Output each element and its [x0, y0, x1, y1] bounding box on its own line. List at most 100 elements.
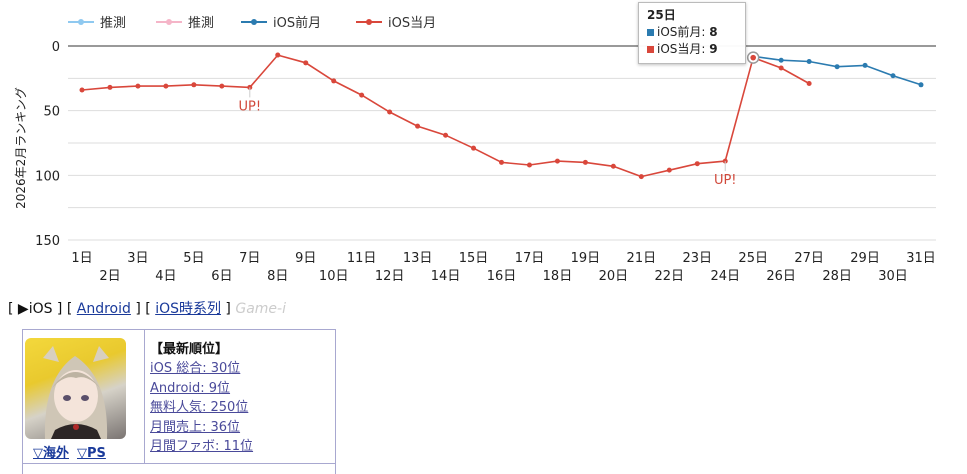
chart-grid	[68, 45, 936, 241]
data-point[interactable]	[219, 83, 225, 89]
x-tick-label: 25日	[738, 251, 768, 266]
legend-item[interactable]: iOS当月	[356, 16, 436, 31]
data-point[interactable]	[387, 109, 393, 115]
data-point[interactable]	[135, 83, 141, 89]
tooltip-value-prev: 8	[709, 25, 718, 39]
data-point[interactable]	[526, 162, 532, 168]
nav-ios-current: ▶iOS	[17, 301, 53, 317]
data-point[interactable]	[890, 73, 896, 79]
x-tick-label: 15日	[459, 251, 489, 266]
x-tick-label: 11日	[347, 251, 377, 266]
rank-link-android[interactable]: Android: 9位	[150, 380, 231, 396]
chart-legend[interactable]: 推測 推測 iOS前月 iOS当月	[68, 15, 436, 31]
data-point[interactable]	[778, 65, 784, 71]
x-tick-label: 14日	[431, 269, 461, 284]
x-tick-label: 20日	[599, 269, 629, 284]
data-point[interactable]	[638, 174, 644, 180]
x-tick-label: 5日	[183, 251, 204, 266]
y-axis-label: 2026年2月ランキング	[14, 87, 28, 209]
legend-item[interactable]: 推測	[156, 16, 214, 31]
series-ios-prev-month	[750, 53, 924, 88]
x-tick-label: 9日	[295, 251, 316, 266]
x-tick-label: 26日	[766, 269, 796, 284]
x-tick-label: 31日	[906, 251, 936, 266]
x-tick-label: 10日	[319, 269, 349, 284]
legend-item[interactable]: iOS前月	[241, 15, 321, 31]
ps-link[interactable]: ▽PS	[77, 446, 106, 461]
x-tick-label: 16日	[487, 269, 517, 284]
chart-annotations: UP! UP!	[239, 87, 737, 188]
data-point[interactable]	[471, 145, 477, 151]
data-point[interactable]	[79, 87, 85, 93]
data-point[interactable]	[806, 81, 812, 87]
tooltip-value-curr: 9	[709, 42, 718, 56]
x-tick-label: 1日	[71, 251, 92, 266]
data-point[interactable]	[862, 62, 868, 68]
nav-android-link[interactable]: Android	[76, 301, 131, 317]
character-illustration	[43, 346, 109, 439]
data-point[interactable]	[443, 132, 449, 138]
info-table: ▽海外 ▽PS 【最新順位】 iOS 総合: 30位 Android: 9位 無料…	[22, 329, 336, 474]
legend-marker	[251, 19, 257, 25]
x-tick-label: 30日	[878, 269, 908, 284]
y-tick-label: 50	[43, 105, 60, 120]
data-point[interactable]	[918, 82, 924, 88]
data-point[interactable]	[806, 59, 812, 65]
chart-tooltip: 25日 iOS前月: 8 iOS当月: 9	[638, 2, 746, 64]
data-point[interactable]	[666, 167, 672, 173]
x-tick-label: 29日	[850, 251, 880, 266]
data-point[interactable]	[415, 123, 421, 129]
avatar-cell: ▽海外 ▽PS	[23, 330, 145, 463]
nav-gamei: Game-i	[235, 301, 286, 317]
y-tick-label: 150	[35, 234, 60, 249]
data-point[interactable]	[778, 57, 784, 63]
legend-item[interactable]: 推測	[68, 16, 126, 31]
rank-link-monthly-fav[interactable]: 月間ファボ: 11位	[150, 439, 254, 455]
x-tick-label: 18日	[543, 269, 573, 284]
annotation-up: UP!	[714, 173, 737, 188]
data-point[interactable]	[275, 52, 281, 58]
rank-link-monthly-sales[interactable]: 月間売上: 36位	[150, 419, 241, 435]
data-point[interactable]	[359, 92, 365, 98]
data-point[interactable]	[582, 159, 588, 165]
data-point[interactable]	[554, 158, 560, 164]
data-point[interactable]	[191, 82, 197, 88]
data-point[interactable]	[303, 60, 309, 66]
platform-nav: [ ▶iOS ] [ Android ] [ iOS時系列 ] Game-i	[8, 301, 286, 317]
rank-link-free[interactable]: 無料人気: 250位	[150, 400, 249, 416]
overseas-link[interactable]: ▽海外	[33, 446, 69, 461]
data-point[interactable]	[331, 78, 337, 84]
legend-label: 推測	[100, 16, 126, 31]
x-tick-label: 21日	[627, 251, 657, 266]
x-tick-label: 8日	[267, 269, 288, 284]
legend-label: iOS当月	[388, 16, 436, 31]
legend-label: iOS前月	[273, 15, 321, 31]
data-point[interactable]	[499, 159, 504, 165]
nav-ios-series-link[interactable]: iOS時系列	[155, 301, 221, 317]
tooltip-name-curr: iOS当月	[657, 42, 702, 56]
tooltip-name-prev: iOS前月	[657, 25, 702, 39]
series-line	[81, 54, 810, 178]
data-point[interactable]	[834, 64, 840, 70]
data-point[interactable]	[610, 163, 616, 169]
table-divider	[23, 463, 335, 464]
data-point[interactable]	[694, 161, 700, 167]
latest-rank-cell: 【最新順位】 iOS 総合: 30位 Android: 9位 無料人気: 250…	[150, 340, 253, 456]
rank-link-ios[interactable]: iOS 総合: 30位	[150, 361, 241, 377]
chart-series[interactable]	[79, 51, 924, 180]
character-avatar[interactable]	[25, 338, 126, 439]
x-tick-label: 6日	[211, 269, 232, 284]
x-tick-label: 17日	[515, 251, 545, 266]
y-tick-label: 0	[52, 40, 60, 55]
x-tick-label: 13日	[403, 251, 433, 266]
hover-marker-dot	[750, 54, 756, 61]
avatar-links: ▽海外 ▽PS	[33, 442, 114, 461]
series-line	[753, 55, 922, 86]
legend-label: 推測	[188, 16, 214, 31]
x-tick-label: 28日	[822, 269, 852, 284]
ranking-chart: 推測 推測 iOS前月 iOS当月 0 50 100 150 1日 2日 3日 4日 5日 6日 7日 8…	[14, 2, 936, 284]
data-point[interactable]	[107, 84, 113, 90]
series-ios-current-month	[79, 52, 812, 180]
data-point[interactable]	[163, 83, 169, 89]
